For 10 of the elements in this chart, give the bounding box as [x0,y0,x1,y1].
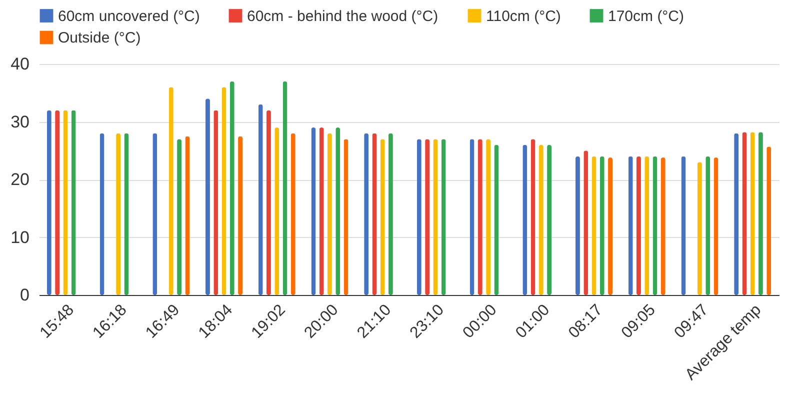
legend-label: 170cm (°C) [608,8,684,25]
y-tick-label: 10 [10,228,30,247]
y-tick-label: 40 [10,54,30,74]
y-tick-label: 30 [10,112,30,132]
legend-label: 60cm uncovered (°C) [58,8,200,25]
legend-label: 60cm - behind the wood (°C) [247,8,438,25]
legend-label: Outside (°C) [58,30,141,46]
legend-label: 110cm (°C) [486,8,561,25]
y-tick-label: 20 [10,170,30,189]
y-tick-label: 0 [20,286,30,304]
